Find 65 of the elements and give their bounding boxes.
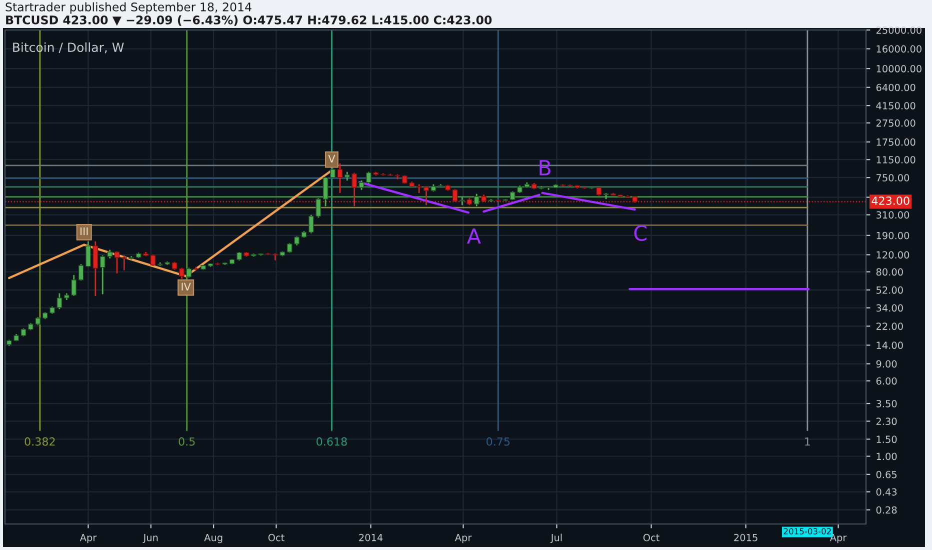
y-tick-label: 0.65 — [876, 470, 897, 478]
y-tick-label: 750.00 — [876, 174, 910, 182]
y-tick-label: 190.00 — [876, 232, 910, 240]
x-tick-label: Aug — [204, 534, 222, 544]
ref-line-label: 1 — [805, 437, 810, 446]
x-tick-label: Apr — [454, 534, 472, 544]
candlestick — [358, 180, 364, 191]
y-tick-label: 310.00 — [876, 211, 910, 219]
y-tick-label: 25000.00 — [876, 26, 922, 34]
candlestick — [150, 254, 156, 267]
y-tick-label: 0.28 — [876, 506, 897, 514]
y-tick-label: 80.00 — [876, 268, 903, 276]
ref-line-label: 423.00 — [872, 196, 910, 205]
y-tick-label: 9.00 — [876, 360, 897, 368]
y-tick-label: 6400.00 — [876, 84, 916, 92]
candlestick — [92, 240, 98, 297]
candlestick — [366, 171, 372, 184]
y-tick-label: 14.00 — [876, 342, 903, 349]
ref-line-label: 0.382 — [24, 437, 55, 446]
candlestick — [186, 267, 192, 278]
annotation: C — [634, 225, 647, 241]
text: 2015-03-02 — [784, 528, 831, 534]
x-tick-label: Oct — [643, 534, 660, 542]
candlestick — [56, 292, 62, 310]
candlestick — [474, 193, 480, 207]
y-tick-label: 4150.00 — [876, 102, 916, 110]
x-tick-label: 2014 — [359, 534, 383, 542]
annotation: III — [80, 227, 88, 236]
candlestick — [179, 267, 184, 280]
annotation: V — [328, 154, 336, 162]
y-tick-label: 16000.00 — [876, 45, 922, 53]
y-tick-label: 1750.00 — [876, 138, 916, 146]
y-tick-label: 10000.00 — [876, 65, 922, 72]
annotation: IV — [182, 282, 191, 290]
x-tick-label: Jun — [142, 534, 158, 544]
y-tick-label: 22.00 — [876, 322, 903, 330]
line-series — [8, 169, 333, 280]
ref-line-label: 0.618 — [316, 437, 347, 446]
y-tick-label: 2.30 — [876, 418, 897, 426]
y-tick-label: 2750.00 — [876, 119, 916, 127]
y-tick-label: 0.43 — [876, 488, 897, 496]
candlestick — [322, 176, 328, 207]
x-tick-label: Oct — [268, 534, 284, 542]
x-tick-label: Apr — [80, 534, 97, 544]
x-tick-label: Apr — [830, 534, 847, 544]
y-tick-label: 1.00 — [876, 452, 897, 460]
annotation: A — [466, 228, 481, 244]
chart-subtitle: BTCUSD 423.00 ▼ −29.09 (−6.43%) O:475.47 H:479.62 L:415.00 C:423.00 — [6, 15, 492, 26]
ref-line-label: 0.5 — [178, 437, 195, 446]
y-tick-label: 6.00 — [876, 377, 897, 385]
ref-line-label: 0.75 — [486, 437, 510, 446]
candlestick — [114, 250, 120, 274]
candlestick — [78, 263, 84, 282]
y-tick-label: 34.00 — [876, 304, 903, 312]
candlestick — [337, 162, 343, 194]
x-tick-label: 2015 — [734, 534, 758, 542]
y-tick-label: 52.00 — [876, 286, 903, 294]
annotation: B — [540, 160, 550, 176]
y-tick-label: 1.50 — [876, 436, 897, 444]
y-tick-label: 3.50 — [876, 400, 897, 408]
x-tick-label: Jul — [550, 534, 562, 544]
candlestick — [86, 240, 91, 268]
chart-title: Startrader published September 18, 2014 — [6, 2, 252, 14]
y-tick-label: 1150.00 — [876, 156, 916, 164]
y-tick-label: 120.00 — [876, 251, 910, 259]
